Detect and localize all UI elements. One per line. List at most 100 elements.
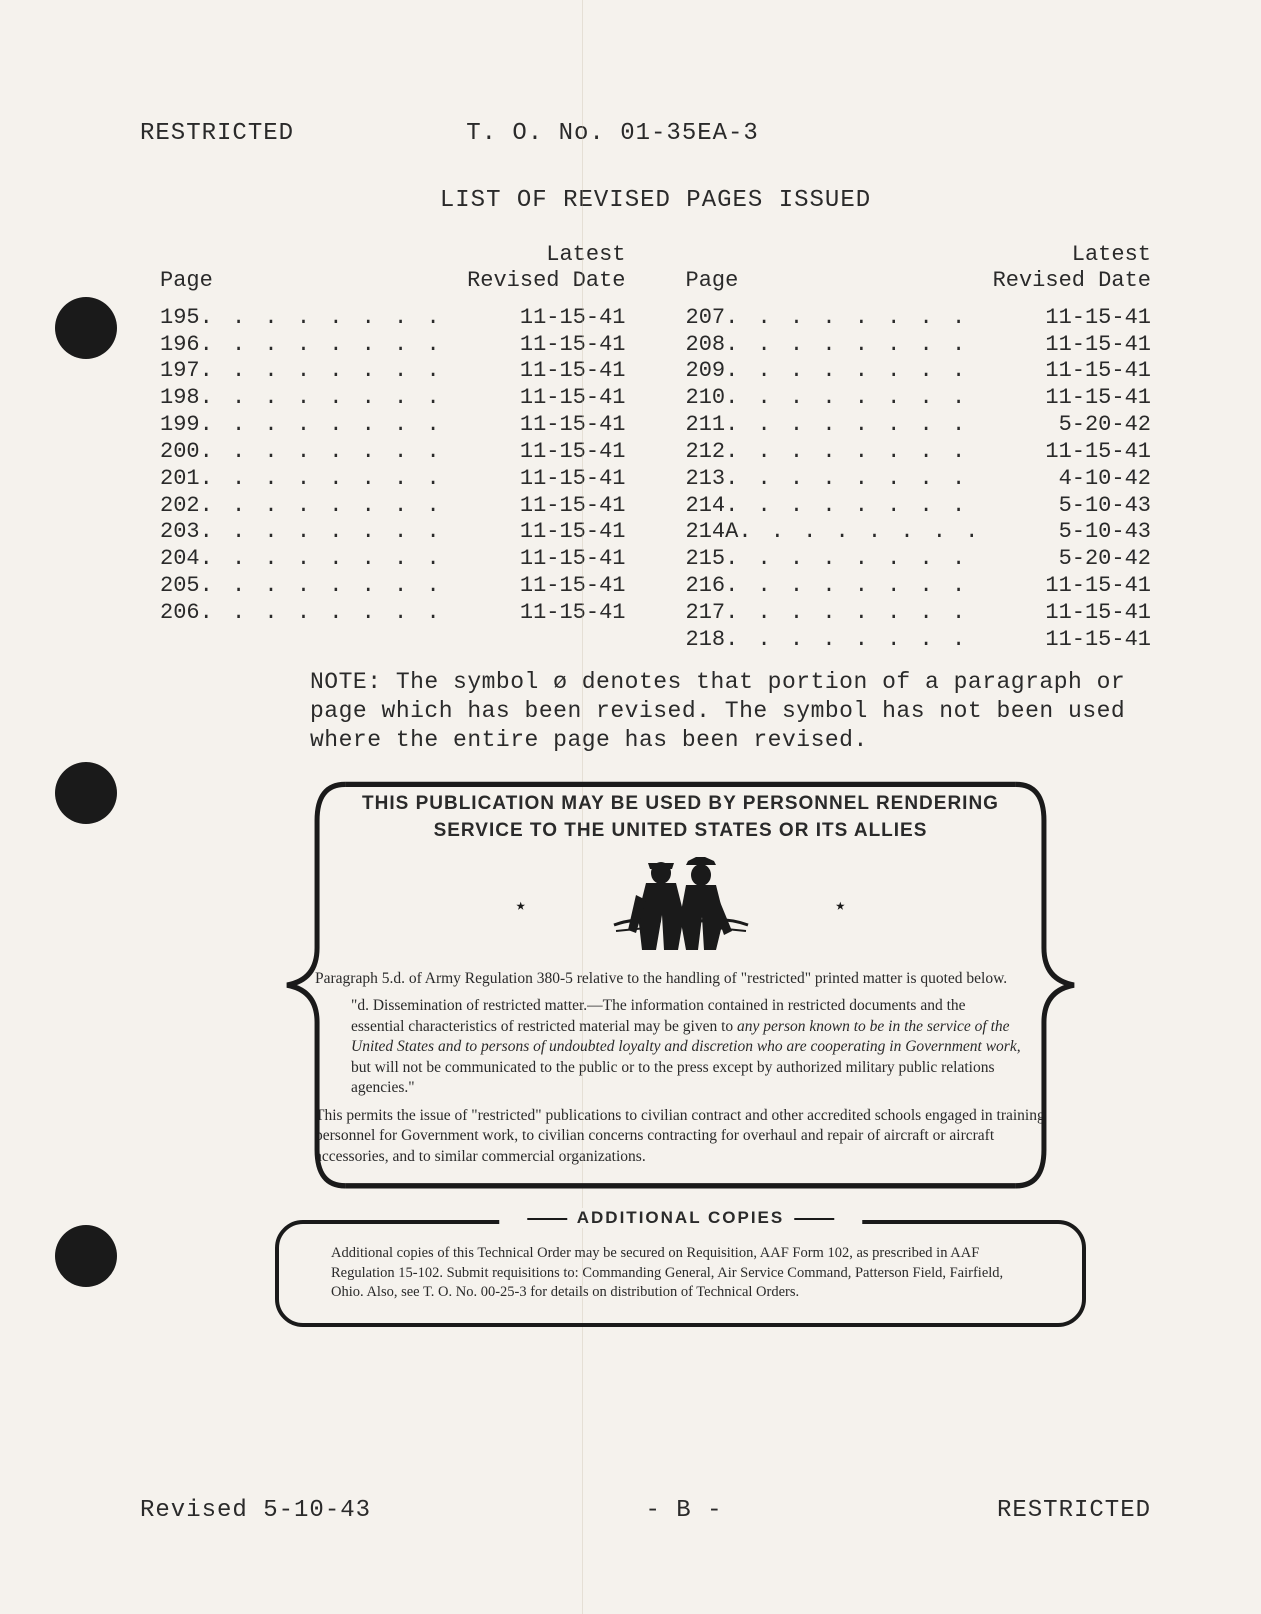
revisions-column-left: Page Latest Revised Date 195. . . . . . … xyxy=(160,242,626,654)
revision-date: 11-15-41 xyxy=(486,305,626,332)
additional-copies-box: ADDITIONAL COPIES Additional copies of t… xyxy=(275,1220,1086,1327)
revision-page-number: 215 xyxy=(686,546,726,573)
classification-label: RESTRICTED xyxy=(140,120,294,147)
revision-date: 11-15-41 xyxy=(1011,385,1151,412)
revision-date: 11-15-41 xyxy=(486,600,626,627)
publication-para3: This permits the issue of "restricted" p… xyxy=(315,1106,1046,1167)
revision-date: 11-15-41 xyxy=(486,385,626,412)
leader-dots: . . . . . . . . xyxy=(200,600,486,627)
leader-dots: . . . . . . . . xyxy=(200,332,486,359)
revision-date: 11-15-41 xyxy=(1011,358,1151,385)
revision-row: 215. . . . . . . . 5-20-42 xyxy=(686,546,1152,573)
page-title: LIST OF REVISED PAGES ISSUED xyxy=(160,187,1151,214)
revision-row: 204. . . . . . . . 11-15-41 xyxy=(160,546,626,573)
revision-row: 210. . . . . . . . 11-15-41 xyxy=(686,385,1152,412)
revision-date: 5-20-42 xyxy=(1011,412,1151,439)
revision-date: 11-15-41 xyxy=(1011,305,1151,332)
date-label: Latest Revised Date xyxy=(467,242,625,295)
classification-label: RESTRICTED xyxy=(997,1497,1151,1524)
revision-page-number: 199 xyxy=(160,412,200,439)
revisions-column-right: Page Latest Revised Date 207. . . . . . … xyxy=(686,242,1152,654)
revision-page-number: 195 xyxy=(160,305,200,332)
revision-date: 11-15-41 xyxy=(486,412,626,439)
column-header: Page Latest Revised Date xyxy=(160,242,626,295)
revision-page-number: 198 xyxy=(160,385,200,412)
revision-page-number: 211 xyxy=(686,412,726,439)
revision-page-number: 218 xyxy=(686,627,726,654)
leader-dots: . . . . . . . . xyxy=(200,466,486,493)
leader-dots: . . . . . . . . xyxy=(200,412,486,439)
revision-row: 214A. . . . . . . . 5-10-43 xyxy=(686,519,1152,546)
revision-page-number: 209 xyxy=(686,358,726,385)
publication-quote: "d. Dissemination of restricted matter.—… xyxy=(351,996,1022,1098)
leader-dots: . . . . . . . . xyxy=(725,627,1011,654)
leader-dots: . . . . . . . . xyxy=(200,385,486,412)
revision-date: 11-15-41 xyxy=(1011,627,1151,654)
leader-dots: . . . . . . . . xyxy=(725,358,1011,385)
leader-dots: . . . . . . . . xyxy=(725,546,1011,573)
revision-page-number: 214 xyxy=(686,493,726,520)
revision-page-number: 206 xyxy=(160,600,200,627)
revision-row: 208. . . . . . . . 11-15-41 xyxy=(686,332,1152,359)
page-footer: Revised 5-10-43 - B - RESTRICTED xyxy=(140,1497,1151,1524)
leader-dots: . . . . . . . . xyxy=(738,519,1011,546)
revision-page-number: 213 xyxy=(686,466,726,493)
revision-page-number: 202 xyxy=(160,493,200,520)
revision-page-number: 205 xyxy=(160,573,200,600)
revision-date: 11-15-41 xyxy=(1011,332,1151,359)
leader-dots: . . . . . . . . xyxy=(725,466,1011,493)
punch-hole-icon xyxy=(55,762,117,824)
revision-page-number: 200 xyxy=(160,439,200,466)
revision-date: 11-15-41 xyxy=(486,332,626,359)
revision-date: 11-15-41 xyxy=(486,546,626,573)
punch-hole-icon xyxy=(55,1225,117,1287)
revision-row: 203. . . . . . . . 11-15-41 xyxy=(160,519,626,546)
leader-dots: . . . . . . . . xyxy=(200,493,486,520)
leader-dots: . . . . . . . . xyxy=(200,305,486,332)
revision-date: 11-15-41 xyxy=(1011,600,1151,627)
leader-dots: . . . . . . . . xyxy=(200,546,486,573)
leader-dots: . . . . . . . . xyxy=(725,385,1011,412)
revisions-table: Page Latest Revised Date 195. . . . . . … xyxy=(160,242,1151,654)
revision-page-number: 203 xyxy=(160,519,200,546)
publication-banner: ★ ★ xyxy=(315,855,1046,955)
leader-dots: . . . . . . . . xyxy=(200,439,486,466)
revision-row: 213. . . . . . . . 4-10-42 xyxy=(686,466,1152,493)
leader-dots: . . . . . . . . xyxy=(725,600,1011,627)
revision-date: 11-15-41 xyxy=(486,573,626,600)
leader-dots: . . . . . . . . xyxy=(200,519,486,546)
revision-row: 199. . . . . . . . 11-15-41 xyxy=(160,412,626,439)
revision-page-number: 216 xyxy=(686,573,726,600)
column-header: Page Latest Revised Date xyxy=(686,242,1152,295)
revision-date: 11-15-41 xyxy=(486,519,626,546)
star-icon: ★ xyxy=(836,895,846,915)
revision-note: NOTE: The symbol ø denotes that portion … xyxy=(310,668,1141,756)
publication-title: THIS PUBLICATION MAY BE USED BY PERSONNE… xyxy=(315,790,1046,845)
leader-dots: . . . . . . . . xyxy=(725,332,1011,359)
leader-dots: . . . . . . . . xyxy=(725,493,1011,520)
leader-dots: . . . . . . . . xyxy=(200,573,486,600)
leader-dots: . . . . . . . . xyxy=(200,358,486,385)
revision-page-number: 212 xyxy=(686,439,726,466)
revision-date: 11-15-41 xyxy=(486,466,626,493)
revision-page-number: 207 xyxy=(686,305,726,332)
revision-date: 5-10-43 xyxy=(1011,519,1151,546)
date-label: Latest Revised Date xyxy=(993,242,1151,295)
revision-row: 217. . . . . . . . 11-15-41 xyxy=(686,600,1152,627)
additional-copies-title: ADDITIONAL COPIES xyxy=(499,1208,862,1228)
revision-date: 11-15-41 xyxy=(486,358,626,385)
revision-row: 198. . . . . . . . 11-15-41 xyxy=(160,385,626,412)
revision-row: 211. . . . . . . . 5-20-42 xyxy=(686,412,1152,439)
revision-row: 200. . . . . . . . 11-15-41 xyxy=(160,439,626,466)
punch-hole-icon xyxy=(55,297,117,359)
page-label: Page xyxy=(160,242,213,295)
revision-row: 212. . . . . . . . 11-15-41 xyxy=(686,439,1152,466)
leader-dots: . . . . . . . . xyxy=(725,305,1011,332)
revision-row: 214. . . . . . . . 5-10-43 xyxy=(686,493,1152,520)
page-label: Page xyxy=(686,242,739,295)
page-header: RESTRICTED T. O. No. 01-35EA-3 xyxy=(160,120,1151,147)
page-indicator: - B - xyxy=(646,1497,723,1524)
revision-row: 196. . . . . . . . 11-15-41 xyxy=(160,332,626,359)
revision-page-number: 217 xyxy=(686,600,726,627)
leader-dots: . . . . . . . . xyxy=(725,573,1011,600)
